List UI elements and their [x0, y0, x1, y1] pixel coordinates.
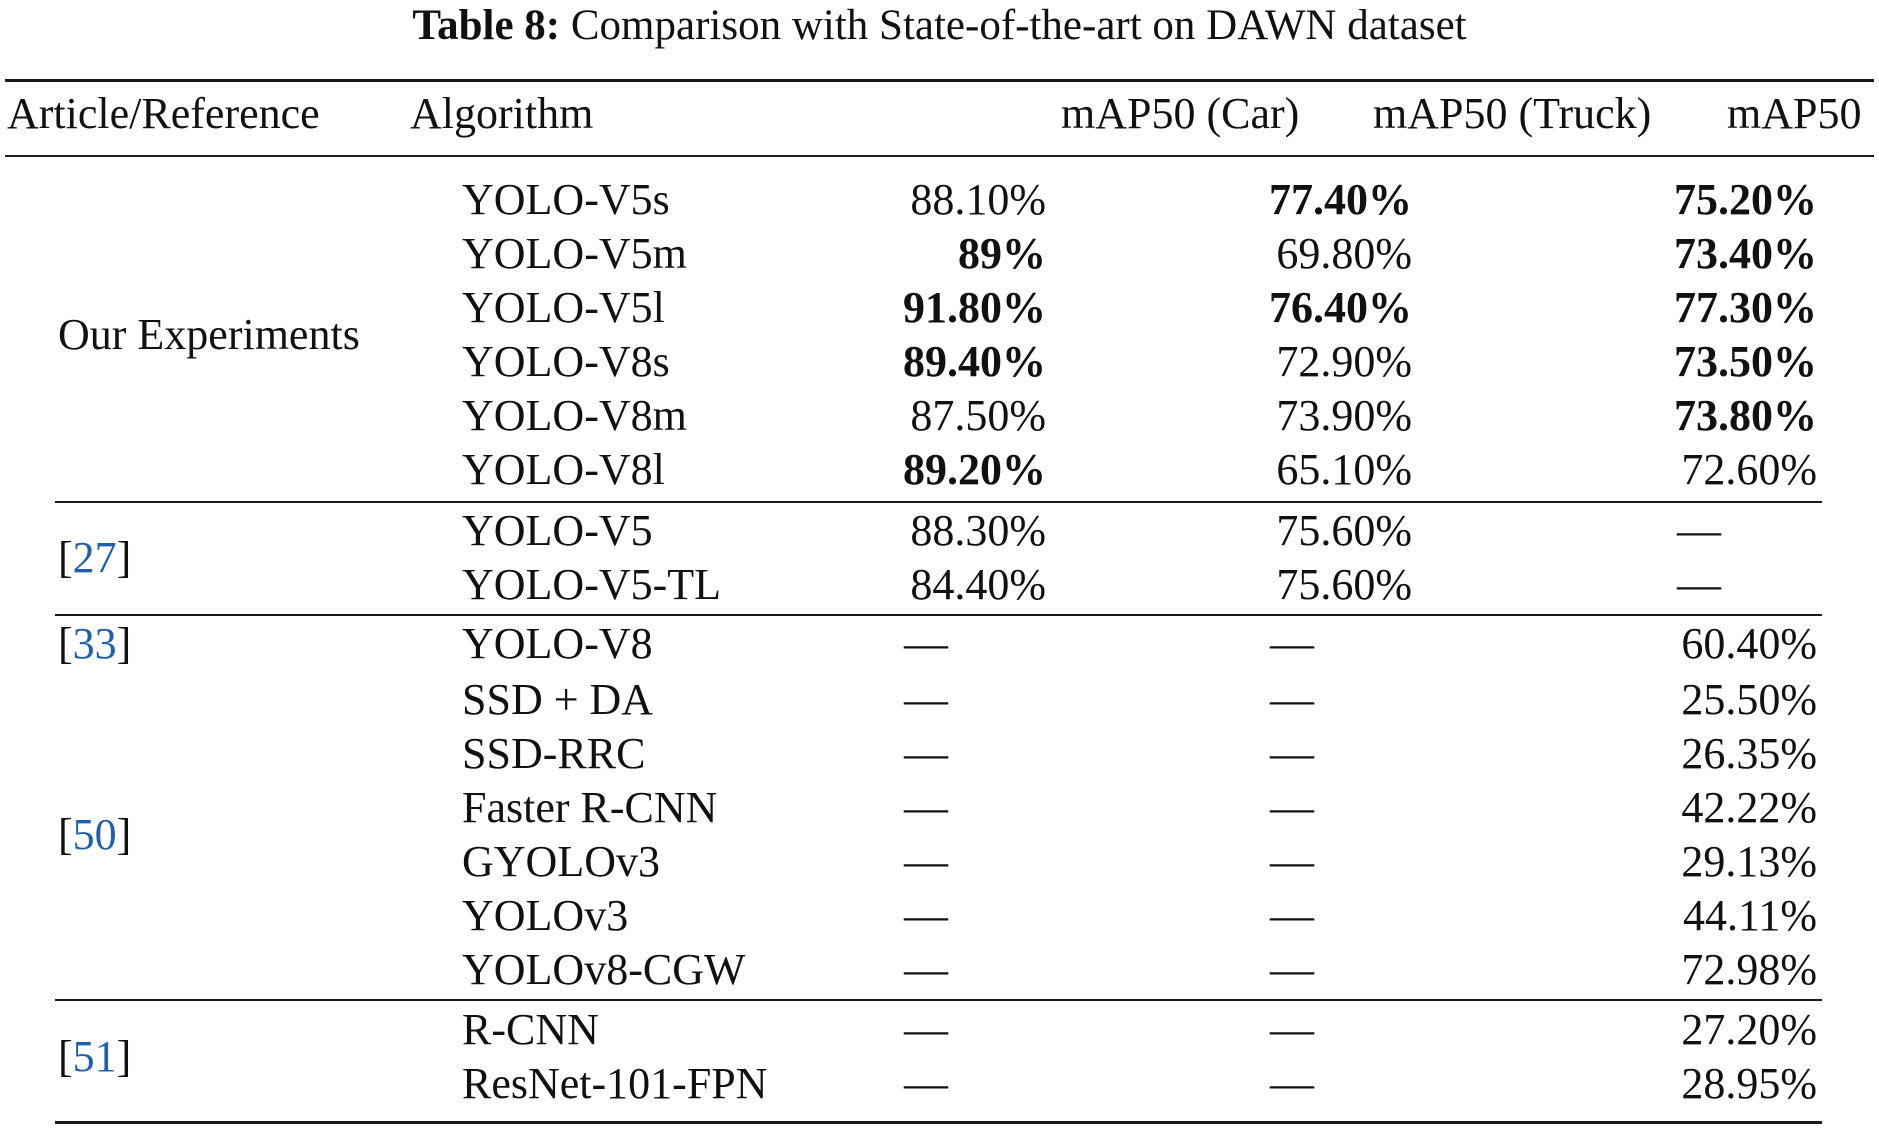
- cell-overall: 75.20%: [1674, 175, 1817, 224]
- header-algorithm: Algorithm: [410, 89, 594, 138]
- cell-car: —: [904, 1059, 948, 1108]
- group-rule: [55, 614, 1822, 616]
- group-rule: [55, 501, 1822, 503]
- cell-overall: 72.60%: [1681, 445, 1817, 494]
- cell-overall: 73.50%: [1674, 337, 1817, 386]
- cell-algorithm: GYOLOv3: [462, 837, 660, 886]
- cell-truck: —: [1270, 1005, 1314, 1054]
- cell-algorithm: R-CNN: [462, 1005, 599, 1054]
- table-caption: Table 8: Comparison with State-of-the-ar…: [0, 0, 1879, 52]
- citation-link[interactable]: 33: [72, 619, 117, 668]
- cell-overall: 42.22%: [1681, 783, 1817, 832]
- citation-link[interactable]: 51: [72, 1032, 117, 1081]
- cell-algorithm: SSD-RRC: [462, 729, 646, 778]
- cell-truck: 69.80%: [1276, 229, 1412, 278]
- cell-car: —: [904, 675, 948, 724]
- cell-overall: 73.40%: [1674, 229, 1817, 278]
- cell-car: 88.10%: [910, 175, 1046, 224]
- citation-link[interactable]: 50: [72, 810, 117, 859]
- table-caption-label: Table 8:: [412, 2, 561, 49]
- cell-truck: 75.60%: [1276, 560, 1412, 609]
- cell-overall: 25.50%: [1681, 675, 1817, 724]
- cell-truck: —: [1270, 1059, 1314, 1108]
- cell-algorithm: ResNet-101-FPN: [462, 1059, 768, 1108]
- cell-truck: 73.90%: [1276, 391, 1412, 440]
- cell-algorithm: YOLO-V5: [462, 506, 653, 555]
- cell-algorithm: YOLOv8-CGW: [462, 945, 746, 994]
- cell-car: 89.40%: [903, 337, 1046, 386]
- cell-truck: 65.10%: [1276, 445, 1412, 494]
- cell-overall: 77.30%: [1674, 283, 1817, 332]
- cell-truck: 72.90%: [1276, 337, 1412, 386]
- citation-reference[interactable]: [33]: [58, 619, 132, 668]
- citation-link[interactable]: 27: [72, 533, 117, 582]
- cell-car: 84.40%: [910, 560, 1046, 609]
- cell-algorithm: YOLO-V5-TL: [462, 560, 722, 609]
- cell-truck: 77.40%: [1269, 175, 1412, 224]
- cell-overall: 44.11%: [1682, 891, 1817, 940]
- cell-car: —: [904, 1005, 948, 1054]
- cell-car: —: [904, 837, 948, 886]
- group-rule: [55, 999, 1822, 1001]
- cell-car: 89.20%: [903, 445, 1046, 494]
- header-reference: Article/Reference: [7, 89, 320, 138]
- citation-reference[interactable]: [51]: [58, 1032, 132, 1081]
- cell-truck: 75.60%: [1276, 506, 1412, 555]
- cell-truck: 76.40%: [1269, 283, 1412, 332]
- cell-car: 88.30%: [910, 506, 1046, 555]
- cell-car: —: [904, 891, 948, 940]
- cell-truck: —: [1270, 945, 1314, 994]
- cell-truck: —: [1270, 783, 1314, 832]
- cell-truck: —: [1270, 837, 1314, 886]
- group-label: Our Experiments: [58, 310, 360, 359]
- citation-reference[interactable]: [50]: [58, 810, 132, 859]
- cell-overall: 72.98%: [1681, 945, 1817, 994]
- cell-overall: 28.95%: [1681, 1059, 1817, 1108]
- cell-overall: —: [1677, 506, 1721, 555]
- cell-truck: —: [1270, 891, 1314, 940]
- cell-overall: —: [1677, 560, 1721, 609]
- top-rule: [5, 79, 1874, 82]
- cell-car: —: [904, 945, 948, 994]
- header-car: mAP50 (Car): [1061, 89, 1300, 138]
- cell-algorithm: SSD + DA: [462, 675, 654, 724]
- cell-truck: —: [1270, 619, 1314, 668]
- cell-car: 89%: [958, 229, 1046, 278]
- cell-overall: 26.35%: [1681, 729, 1817, 778]
- cell-algorithm: YOLO-V5s: [462, 175, 670, 224]
- cell-algorithm: YOLO-V8s: [462, 337, 670, 386]
- cell-algorithm: YOLO-V8l: [462, 445, 665, 494]
- header-truck: mAP50 (Truck): [1373, 89, 1652, 138]
- cell-algorithm: YOLO-V8m: [462, 391, 687, 440]
- bottom-rule: [55, 1121, 1822, 1124]
- cell-overall: 60.40%: [1681, 619, 1817, 668]
- cell-overall: 29.13%: [1681, 837, 1817, 886]
- cell-car: —: [904, 619, 948, 668]
- cell-car: 91.80%: [903, 283, 1046, 332]
- cell-overall: 27.20%: [1681, 1005, 1817, 1054]
- header-overall: mAP50: [1727, 89, 1862, 138]
- cell-algorithm: YOLO-V5m: [462, 229, 687, 278]
- cell-algorithm: Faster R-CNN: [462, 783, 718, 832]
- cell-algorithm: YOLO-V8: [462, 619, 653, 668]
- cell-truck: —: [1270, 729, 1314, 778]
- citation-reference[interactable]: [27]: [58, 533, 132, 582]
- cell-car: —: [904, 729, 948, 778]
- header-rule: [5, 155, 1874, 157]
- cell-algorithm: YOLO-V5l: [462, 283, 665, 332]
- cell-car: —: [904, 783, 948, 832]
- cell-algorithm: YOLOv3: [462, 891, 629, 940]
- cell-overall: 73.80%: [1674, 391, 1817, 440]
- cell-car: 87.50%: [910, 391, 1046, 440]
- cell-truck: —: [1270, 675, 1314, 724]
- table-caption-text: Comparison with State-of-the-art on DAWN…: [570, 2, 1467, 49]
